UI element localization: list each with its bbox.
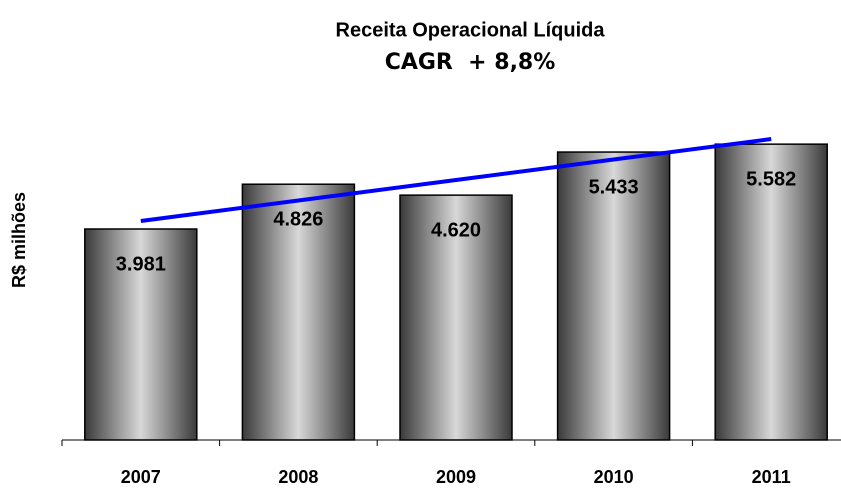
chart-subtitle: CAGR + 8,8%	[385, 50, 556, 75]
x-tick-label: 2011	[752, 467, 791, 487]
trend-line	[140, 137, 772, 223]
bar	[556, 151, 671, 441]
value-label: 4.620	[431, 219, 481, 241]
bar	[714, 143, 828, 441]
value-label: 4.826	[273, 209, 323, 231]
x-tick-label: 2010	[594, 467, 634, 487]
chart-title: Receita Operacional Líquida	[336, 19, 606, 41]
x-tick-label: 2008	[278, 467, 318, 487]
value-label: 5.582	[746, 168, 796, 190]
bar	[84, 228, 198, 441]
x-tick-label: 2009	[436, 467, 476, 487]
bar	[399, 194, 513, 441]
value-label: 5.433	[589, 176, 639, 198]
x-tick-label: 2007	[121, 467, 161, 487]
value-label: 3.981	[116, 253, 166, 275]
y-axis-label: R$ milhões	[9, 192, 29, 288]
bar	[241, 183, 356, 441]
